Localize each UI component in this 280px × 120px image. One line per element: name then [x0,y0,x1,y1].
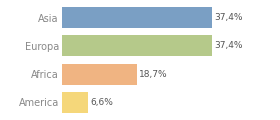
Text: 6,6%: 6,6% [90,98,113,107]
Text: 18,7%: 18,7% [139,70,168,79]
Bar [62,35,212,57]
Bar [62,92,88,113]
Text: 37,4%: 37,4% [214,41,243,50]
Bar [62,63,137,85]
Bar [62,7,212,28]
Text: 37,4%: 37,4% [214,13,243,22]
